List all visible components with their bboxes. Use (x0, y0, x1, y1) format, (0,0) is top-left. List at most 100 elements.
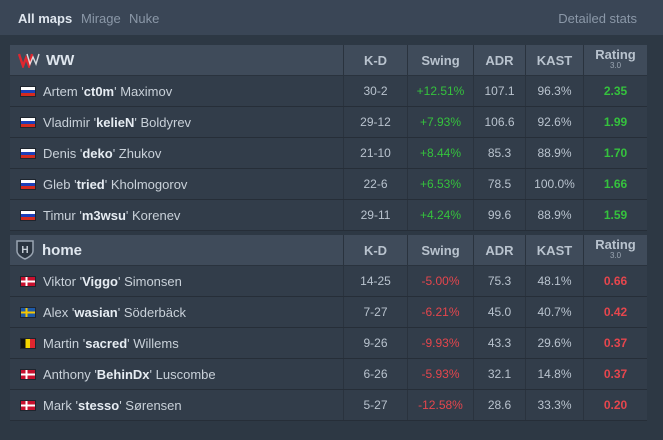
team-home-stats-table: H home K-D Swing ADR KAST Rating 3.0 Vik… (10, 235, 647, 421)
player-nickname: stesso (77, 397, 120, 413)
russia-flag-icon (20, 147, 36, 159)
team-ww-header: WW K-D Swing ADR KAST Rating 3.0 (10, 45, 647, 76)
kast-value: 92.6% (525, 107, 583, 137)
russia-flag-icon (20, 209, 36, 221)
detailed-stats-link[interactable]: Detailed stats (558, 11, 637, 26)
sweden-flag-icon (20, 306, 36, 318)
denmark-flag-icon (20, 368, 36, 380)
kd-value: 29-12 (343, 107, 407, 137)
rating-header-label: Rating (595, 237, 636, 252)
kast-value: 14.8% (525, 359, 583, 389)
home-logo-letter: H (21, 245, 28, 256)
table-row: Alex ' wasian ' Söderbäck 7-27 -6.21% 45.0… (10, 297, 647, 328)
swing-value: -5.93% (407, 359, 473, 389)
player-first-name: Anthony ' (43, 366, 97, 382)
player-cell[interactable]: Mark ' stesso ' Sørensen (10, 390, 343, 420)
kast-value: 29.6% (525, 328, 583, 358)
kd-value: 14-25 (343, 266, 407, 296)
kd-value: 5-27 (343, 390, 407, 420)
swing-value: +12.51% (407, 76, 473, 106)
table-row: Timur ' m3wsu ' Korenev 29-11 +4.24% 99.6 … (10, 200, 647, 231)
player-cell[interactable]: Anthony ' BehinDx ' Luscombe (10, 359, 343, 389)
player-cell[interactable]: Martin ' sacred ' Willems (10, 328, 343, 358)
player-last-name: ' Sørensen (119, 397, 182, 413)
kast-value: 33.3% (525, 390, 583, 420)
belgium-flag-icon (20, 337, 36, 349)
player-nickname: tried (76, 176, 105, 192)
tab-all-maps[interactable]: All maps (18, 11, 73, 26)
kast-header: KAST (525, 235, 583, 265)
player-nickname: deko (82, 145, 113, 161)
table-row: Martin ' sacred ' Willems 9-26 -9.93% 43.3… (10, 328, 647, 359)
kast-value: 88.9% (525, 200, 583, 230)
swing-value: -6.21% (407, 297, 473, 327)
team-ww-player-rows: Artem ' ct0m ' Maximov 30-2 +12.51% 107.1 … (10, 76, 647, 231)
player-nickname: ct0m (83, 83, 115, 99)
player-first-name: Mark ' (43, 397, 78, 413)
player-last-name: ' Korenev (125, 207, 181, 223)
player-last-name: ' Boldyrev (134, 114, 192, 130)
player-first-name: Artem ' (43, 83, 84, 99)
player-last-name: ' Maximov (114, 83, 173, 99)
swing-header: Swing (407, 45, 473, 75)
player-nickname: Viggo (82, 273, 118, 289)
kast-value: 48.1% (525, 266, 583, 296)
table-row: Mark ' stesso ' Sørensen 5-27 -12.58% 28.6… (10, 390, 647, 421)
rating-value: 1.70 (583, 138, 647, 168)
player-first-name: Alex ' (43, 304, 75, 320)
rating-value: 0.42 (583, 297, 647, 327)
tab-mirage[interactable]: Mirage (81, 11, 121, 26)
adr-header: ADR (473, 45, 525, 75)
player-first-name: Denis ' (43, 145, 83, 161)
player-nickname: BehinDx (96, 366, 150, 382)
team-home-name-cell: H home (10, 235, 343, 265)
player-cell[interactable]: Artem ' ct0m ' Maximov (10, 76, 343, 106)
table-row: Viktor ' Viggo ' Simonsen 14-25 -5.00% 75.… (10, 266, 647, 297)
swing-value: -12.58% (407, 390, 473, 420)
kd-value: 21-10 (343, 138, 407, 168)
player-nickname: wasian (74, 304, 118, 320)
player-nickname: kelieN (96, 114, 135, 130)
player-nickname: sacred (85, 335, 128, 351)
team-name[interactable]: WW (46, 51, 75, 69)
kast-value: 96.3% (525, 76, 583, 106)
rating-value: 0.66 (583, 266, 647, 296)
rating-value: 0.20 (583, 390, 647, 420)
rating-value: 0.37 (583, 359, 647, 389)
adr-value: 85.3 (473, 138, 525, 168)
tab-nuke[interactable]: Nuke (129, 11, 160, 26)
player-cell[interactable]: Vladimir ' kelieN ' Boldyrev (10, 107, 343, 137)
adr-value: 43.3 (473, 328, 525, 358)
player-cell[interactable]: Denis ' deko ' Zhukov (10, 138, 343, 168)
adr-value: 45.0 (473, 297, 525, 327)
ww-logo-icon (18, 53, 40, 68)
table-row: Artem ' ct0m ' Maximov 30-2 +12.51% 107.1 … (10, 76, 647, 107)
team-home-header: H home K-D Swing ADR KAST Rating 3.0 (10, 235, 647, 266)
player-cell[interactable]: Alex ' wasian ' Söderbäck (10, 297, 343, 327)
player-last-name: ' Willems (127, 335, 179, 351)
rating-value: 1.99 (583, 107, 647, 137)
russia-flag-icon (20, 85, 36, 97)
player-cell[interactable]: Viktor ' Viggo ' Simonsen (10, 266, 343, 296)
player-first-name: Martin ' (43, 335, 86, 351)
team-ww-name-cell: WW (10, 45, 343, 75)
player-cell[interactable]: Timur ' m3wsu ' Korenev (10, 200, 343, 230)
rating-value: 1.59 (583, 200, 647, 230)
map-filter-bar: All maps Mirage Nuke Detailed stats (0, 0, 663, 35)
table-row: Vladimir ' kelieN ' Boldyrev 29-12 +7.93% … (10, 107, 647, 138)
rating-header-label: Rating (595, 47, 636, 62)
team-ww-stats-table: WW K-D Swing ADR KAST Rating 3.0 Artem '… (10, 45, 647, 231)
kd-header: K-D (343, 45, 407, 75)
kast-header: KAST (525, 45, 583, 75)
russia-flag-icon (20, 178, 36, 190)
kd-value: 22-6 (343, 169, 407, 199)
swing-value: -9.93% (407, 328, 473, 358)
player-last-name: ' Kholmogorov (104, 176, 188, 192)
rating-value: 2.35 (583, 76, 647, 106)
table-row: Gleb ' tried ' Kholmogorov 22-6 +6.53% 78.… (10, 169, 647, 200)
rating-value: 1.66 (583, 169, 647, 199)
team-name[interactable]: home (42, 241, 83, 259)
player-cell[interactable]: Gleb ' tried ' Kholmogorov (10, 169, 343, 199)
adr-header: ADR (473, 235, 525, 265)
kd-value: 7-27 (343, 297, 407, 327)
